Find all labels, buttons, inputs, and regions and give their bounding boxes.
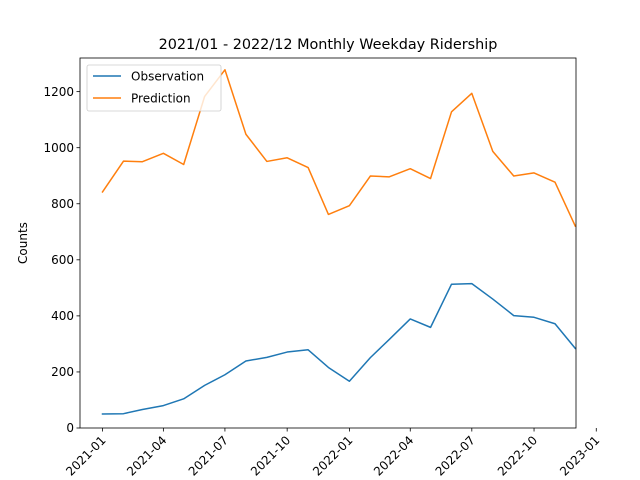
x-tick-label: 2022-07 <box>433 433 478 478</box>
y-tick-label: 1200 <box>43 85 74 99</box>
x-tick-label: 2021-04 <box>124 433 169 478</box>
series-line-prediction <box>101 69 577 228</box>
x-tick-label: 2022-10 <box>495 433 540 478</box>
series-line-observation <box>101 282 577 415</box>
plot-area <box>80 58 576 428</box>
legend-label-observation: Observation <box>131 70 204 84</box>
y-axis: 0 200 400 600 800 1000 1200 <box>43 85 80 435</box>
chart-title: 2021/01 - 2022/12 Monthly Weekday Riders… <box>159 37 498 53</box>
y-tick-label: 400 <box>51 309 74 323</box>
legend-label-prediction: Prediction <box>131 92 191 106</box>
y-axis-label: Counts <box>16 222 30 264</box>
x-tick-label: 2023-01 <box>557 433 602 478</box>
y-tick-label: 800 <box>51 197 74 211</box>
series-layer <box>101 69 577 415</box>
legend: Observation Prediction <box>86 64 222 112</box>
x-tick-label: 2022-04 <box>371 433 416 478</box>
y-tick-label: 600 <box>51 253 74 267</box>
y-tick-label: 200 <box>51 365 74 379</box>
x-tick-label: 2021-10 <box>248 433 293 478</box>
y-tick-label: 0 <box>66 421 74 435</box>
x-tick-label: 2021-07 <box>186 433 231 478</box>
x-axis: 2021-01 2021-04 2021-07 2021-10 2022-01 2022-… <box>63 428 602 479</box>
x-tick-label: 2021-01 <box>63 433 108 478</box>
plot-frame <box>79 57 577 429</box>
y-tick-label: 1000 <box>43 141 74 155</box>
x-tick-label: 2022-01 <box>310 433 355 478</box>
